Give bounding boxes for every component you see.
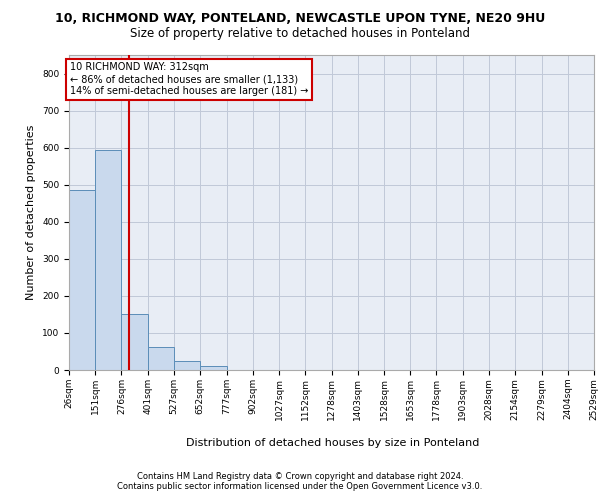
Y-axis label: Number of detached properties: Number of detached properties bbox=[26, 125, 37, 300]
Bar bbox=[121, 314, 148, 370]
Text: 10, RICHMOND WAY, PONTELAND, NEWCASTLE UPON TYNE, NE20 9HU: 10, RICHMOND WAY, PONTELAND, NEWCASTLE U… bbox=[55, 12, 545, 24]
Text: Contains public sector information licensed under the Open Government Licence v3: Contains public sector information licen… bbox=[118, 482, 482, 491]
Text: Contains HM Land Registry data © Crown copyright and database right 2024.: Contains HM Land Registry data © Crown c… bbox=[137, 472, 463, 481]
Bar bbox=[200, 366, 227, 370]
Text: Size of property relative to detached houses in Ponteland: Size of property relative to detached ho… bbox=[130, 28, 470, 40]
Text: 10 RICHMOND WAY: 312sqm
← 86% of detached houses are smaller (1,133)
14% of semi: 10 RICHMOND WAY: 312sqm ← 86% of detache… bbox=[70, 62, 308, 96]
Text: Distribution of detached houses by size in Ponteland: Distribution of detached houses by size … bbox=[187, 438, 479, 448]
Bar bbox=[148, 347, 174, 370]
Bar bbox=[69, 190, 95, 370]
Bar bbox=[174, 360, 200, 370]
Bar bbox=[95, 150, 121, 370]
